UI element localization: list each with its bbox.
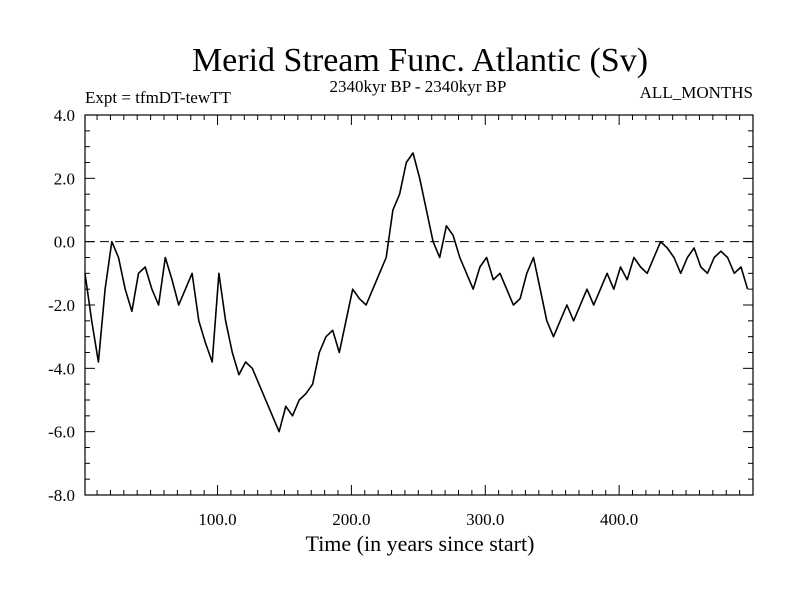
series-line-0 [84, 152, 749, 433]
subtitle-left: Expt = tfmDT-tewTT [85, 88, 231, 107]
chart-title: Merid Stream Func. Atlantic (Sv) [192, 42, 648, 79]
y-tick-label: 0.0 [54, 233, 75, 252]
subtitle-center: 2340kyr BP - 2340kyr BP [330, 77, 507, 96]
y-tick-label: 4.0 [54, 106, 75, 125]
y-tick-label: 2.0 [54, 169, 75, 188]
x-tick-labels: 100.0 200.0 300.0 400.0 [198, 510, 638, 529]
y-tick-labels: 4.0 2.0 0.0 -2.0 -4.0 -6.0 -8.0 [48, 106, 75, 505]
x-tick-label: 300.0 [466, 510, 504, 529]
x-tick-label: 400.0 [600, 510, 638, 529]
x-tick-label: 100.0 [198, 510, 236, 529]
subtitle-right: ALL_MONTHS [640, 83, 753, 102]
y-tick-label: -4.0 [48, 359, 75, 378]
x-tick-label: 200.0 [332, 510, 370, 529]
y-tick-label: -6.0 [48, 423, 75, 442]
ticks-group [85, 114, 753, 496]
plot-series-group [84, 152, 749, 433]
plot-frame [84, 114, 754, 496]
x-axis-label: Time (in years since start) [306, 531, 535, 556]
y-tick-label: -2.0 [48, 296, 75, 315]
y-tick-label: -8.0 [48, 486, 75, 505]
